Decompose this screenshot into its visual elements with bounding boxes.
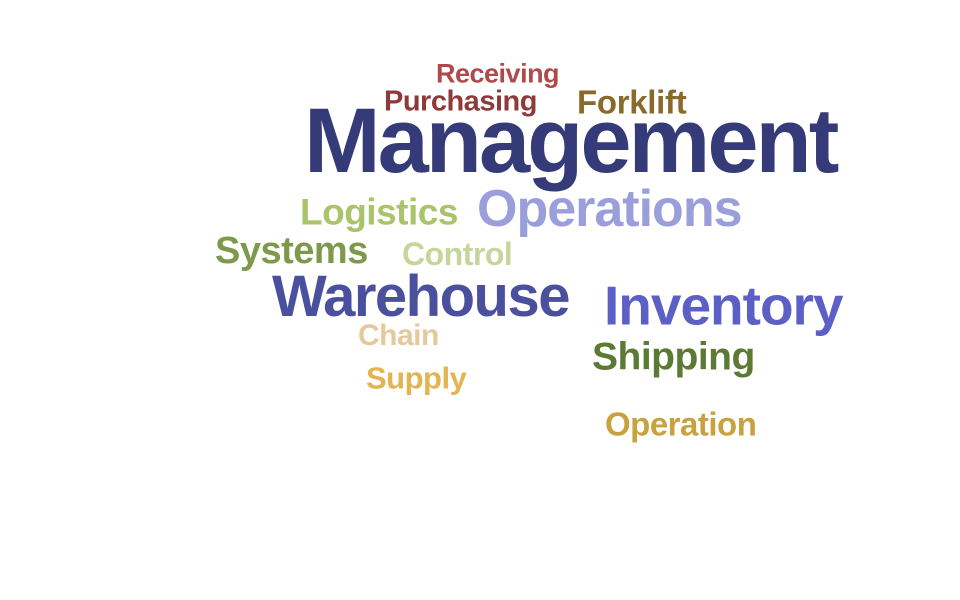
word-receiving: Receiving — [436, 58, 560, 89]
word-supply: Supply — [366, 360, 467, 396]
word-inventory: Inventory — [604, 274, 844, 337]
word-management: Management — [304, 90, 839, 192]
word-chain: Chain — [358, 319, 439, 352]
word-control: Control — [402, 236, 513, 272]
word-operations: Operations — [477, 180, 742, 238]
word-logistics: Logistics — [300, 191, 458, 233]
word-warehouse: Warehouse — [272, 264, 570, 329]
word-shipping: Shipping — [592, 335, 755, 379]
word-purchasing: Purchasing — [384, 85, 537, 118]
word-forklift: Forklift — [577, 83, 687, 121]
word-systems: Systems — [215, 230, 368, 272]
word-operation: Operation — [605, 405, 757, 443]
